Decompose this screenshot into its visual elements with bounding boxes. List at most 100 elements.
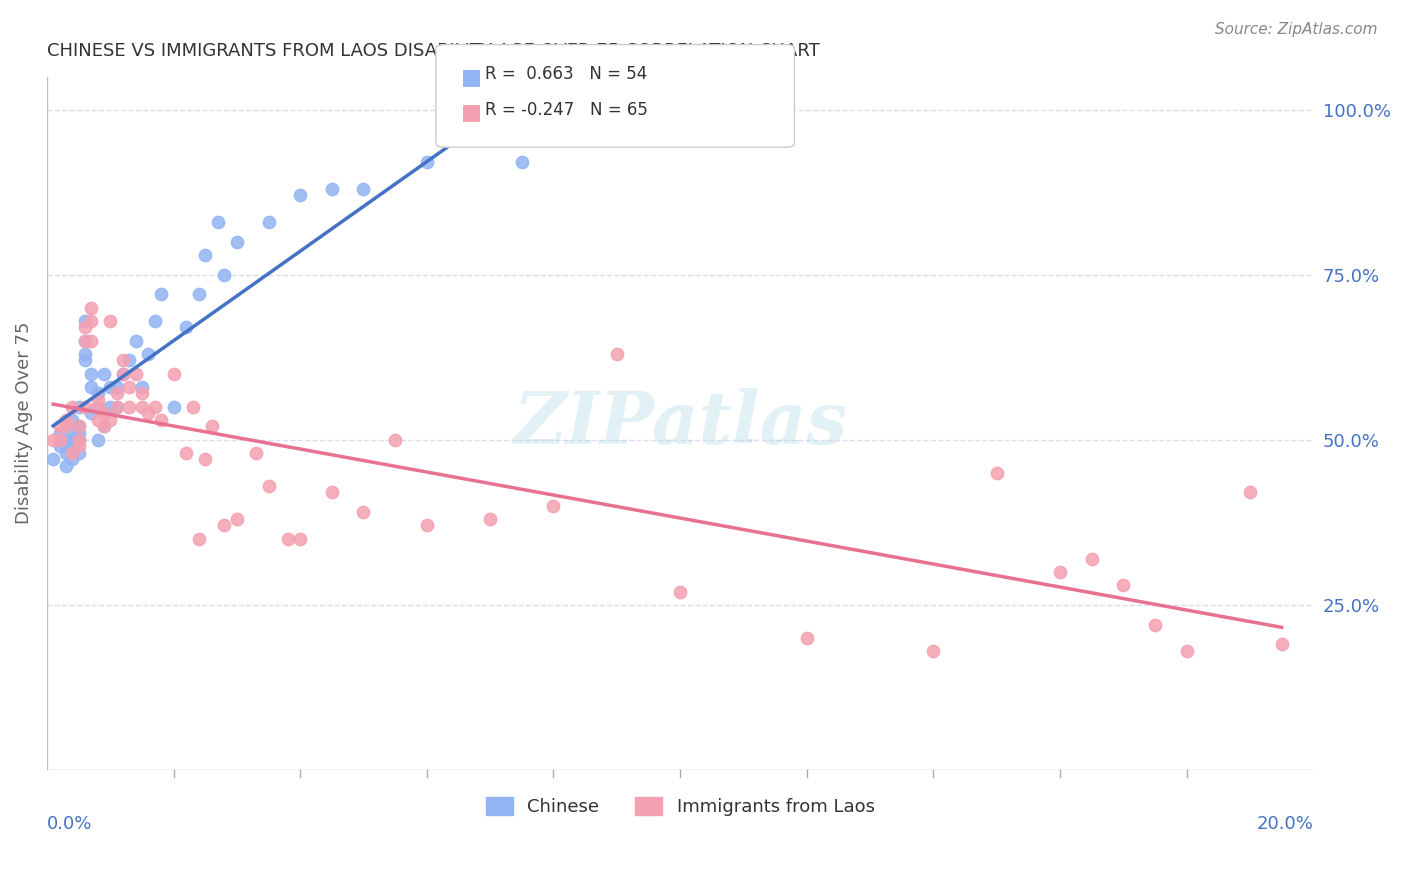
Point	[321, 182, 343, 196]
Text: 0.0%: 0.0%	[46, 814, 93, 833]
Point	[48, 433, 70, 447]
Y-axis label: Disability Age Over 75: Disability Age Over 75	[15, 322, 32, 524]
Point	[67, 426, 90, 441]
Point	[212, 518, 235, 533]
Point	[194, 452, 217, 467]
Point	[93, 419, 115, 434]
Point	[1112, 578, 1135, 592]
Point	[111, 367, 134, 381]
Point	[321, 485, 343, 500]
Point	[181, 400, 204, 414]
Legend: Chinese, Immigrants from Laos: Chinese, Immigrants from Laos	[478, 789, 882, 823]
Point	[187, 287, 209, 301]
Point	[86, 400, 108, 414]
Point	[606, 347, 628, 361]
Point	[796, 631, 818, 645]
Point	[131, 400, 153, 414]
Point	[143, 314, 166, 328]
Point	[67, 439, 90, 453]
Point	[1049, 565, 1071, 579]
Text: Source: ZipAtlas.com: Source: ZipAtlas.com	[1215, 22, 1378, 37]
Point	[986, 466, 1008, 480]
Point	[124, 334, 146, 348]
Point	[276, 532, 298, 546]
Point	[200, 419, 222, 434]
Text: CHINESE VS IMMIGRANTS FROM LAOS DISABILITY AGE OVER 75 CORRELATION CHART: CHINESE VS IMMIGRANTS FROM LAOS DISABILI…	[46, 42, 820, 60]
Point	[131, 386, 153, 401]
Point	[479, 512, 502, 526]
Point	[60, 452, 83, 467]
Point	[174, 320, 197, 334]
Point	[1080, 551, 1102, 566]
Point	[207, 215, 229, 229]
Point	[98, 380, 121, 394]
Point	[60, 446, 83, 460]
Point	[73, 400, 96, 414]
Point	[86, 393, 108, 408]
Point	[105, 400, 128, 414]
Point	[93, 406, 115, 420]
Text: ZIPatlas: ZIPatlas	[513, 388, 848, 458]
Point	[73, 320, 96, 334]
Point	[124, 367, 146, 381]
Point	[67, 419, 90, 434]
Point	[55, 439, 77, 453]
Point	[105, 386, 128, 401]
Point	[922, 644, 945, 658]
Text: ■: ■	[461, 103, 482, 122]
Point	[55, 459, 77, 474]
Point	[543, 499, 565, 513]
Point	[86, 433, 108, 447]
Text: ■: ■	[461, 67, 482, 87]
Point	[187, 532, 209, 546]
Point	[225, 235, 247, 249]
Point	[93, 419, 115, 434]
Point	[162, 367, 184, 381]
Point	[105, 380, 128, 394]
Point	[60, 426, 83, 441]
Point	[67, 433, 90, 447]
Point	[257, 479, 280, 493]
Point	[149, 413, 172, 427]
Point	[73, 334, 96, 348]
Point	[1239, 485, 1261, 500]
Point	[510, 155, 533, 169]
Point	[669, 584, 692, 599]
Point	[574, 122, 596, 136]
Point	[48, 439, 70, 453]
Text: R = -0.247   N = 65: R = -0.247 N = 65	[485, 101, 648, 119]
Point	[73, 347, 96, 361]
Point	[60, 413, 83, 427]
Point	[174, 446, 197, 460]
Point	[245, 446, 267, 460]
Point	[288, 532, 311, 546]
Point	[60, 433, 83, 447]
Point	[105, 400, 128, 414]
Point	[384, 433, 406, 447]
Point	[73, 353, 96, 368]
Point	[118, 353, 141, 368]
Point	[98, 400, 121, 414]
Point	[416, 155, 439, 169]
Point	[73, 334, 96, 348]
Point	[1143, 617, 1166, 632]
Point	[67, 446, 90, 460]
Point	[136, 406, 159, 420]
Point	[162, 400, 184, 414]
Point	[353, 505, 375, 519]
Point	[194, 248, 217, 262]
Point	[479, 128, 502, 143]
Text: 20.0%: 20.0%	[1257, 814, 1313, 833]
Point	[80, 406, 103, 420]
Point	[80, 314, 103, 328]
Point	[48, 426, 70, 441]
Point	[1175, 644, 1198, 658]
Point	[42, 452, 65, 467]
Point	[1271, 637, 1294, 651]
Point	[118, 380, 141, 394]
Point	[212, 268, 235, 282]
Point	[55, 419, 77, 434]
Point	[55, 446, 77, 460]
Point	[353, 182, 375, 196]
Point	[98, 314, 121, 328]
